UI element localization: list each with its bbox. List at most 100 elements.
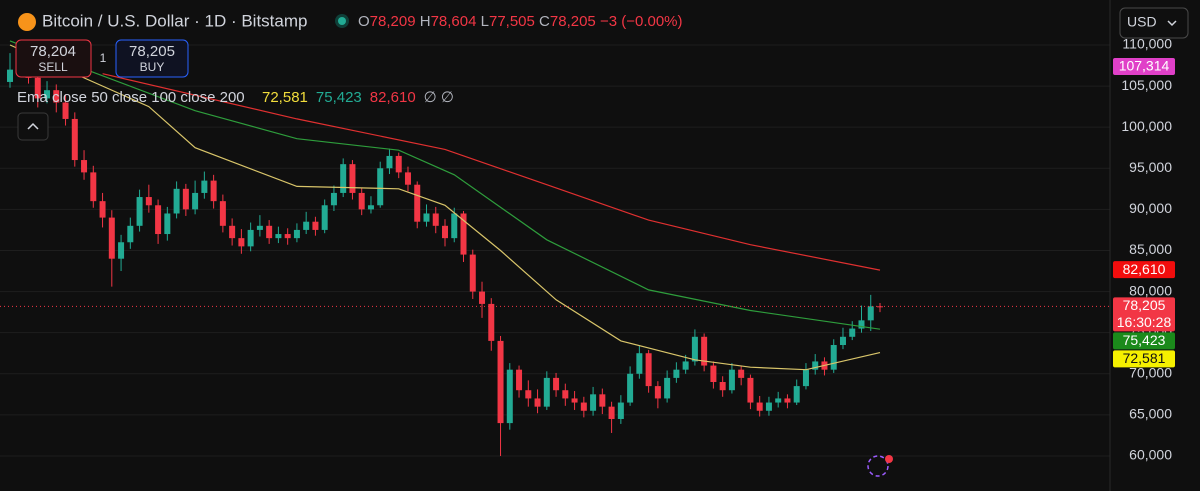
y-tick-label: 105,000 [1121, 77, 1172, 93]
ohlc-value: 78,209 [370, 13, 416, 30]
price-label: 82,610 [1123, 261, 1166, 277]
buy-label[interactable]: BUY [140, 60, 165, 74]
quantity: 1 [100, 51, 107, 65]
candle-body [562, 390, 569, 399]
candle-body [802, 369, 809, 387]
candle-body [506, 369, 513, 424]
candle-body [44, 90, 51, 99]
candle-body [201, 180, 208, 193]
y-tick-label: 110,000 [1122, 36, 1172, 52]
ohlc-value: 77,505 [489, 13, 535, 30]
ema-values: 72,581 75,423 82,610 ∅ ∅ [262, 89, 454, 106]
candle-body [682, 361, 689, 370]
candle-body [525, 390, 532, 399]
candle-body [247, 229, 254, 247]
candle-body [571, 398, 578, 403]
price-label-box [1113, 58, 1175, 76]
price-label: 107,314 [1119, 58, 1170, 74]
candle-body [442, 225, 448, 239]
candle-body [173, 188, 180, 214]
candle-body [580, 402, 587, 411]
candle-body [867, 306, 874, 321]
candle-body [118, 242, 125, 259]
candle-body [460, 213, 467, 255]
candle-body [543, 377, 550, 407]
candle-body [654, 386, 661, 399]
candle-body [210, 180, 217, 202]
sell-price[interactable]: 78,204 [30, 43, 76, 60]
sell-button[interactable] [15, 39, 92, 78]
y-tick-label: 80,000 [1129, 282, 1172, 298]
sell-label[interactable]: SELL [38, 60, 68, 74]
candle-body [849, 328, 856, 337]
candle-body [738, 369, 745, 378]
candle-body [710, 365, 717, 382]
candle-body [330, 192, 337, 206]
candle-body [182, 188, 189, 210]
candle-body [469, 254, 476, 292]
candle-body [599, 394, 606, 407]
currency[interactable]: USD [1127, 14, 1157, 30]
y-tick-label: 85,000 [1129, 241, 1172, 257]
candle-body [229, 225, 236, 239]
candle-body [451, 213, 458, 239]
candle-body [99, 201, 106, 218]
candle-body [553, 377, 560, 391]
ema-value: 82,610 [370, 89, 416, 106]
ema-value: 72,581 [262, 89, 308, 106]
coin-icon [18, 13, 36, 31]
ema-line [9, 44, 881, 371]
y-tick-label: 90,000 [1129, 200, 1172, 216]
candle-body [812, 361, 819, 370]
candle-body [830, 345, 837, 370]
candle-body [608, 406, 615, 419]
ema-legend: Ema close 50 close 100 close 200 [17, 89, 245, 106]
status-dot [338, 17, 346, 25]
buy-button[interactable] [115, 39, 189, 78]
candle-body [340, 164, 347, 193]
y-tick-label: 100,000 [1121, 118, 1172, 134]
candle-body [775, 398, 782, 403]
plot [0, 40, 1110, 456]
ema-line [102, 73, 881, 271]
candle-body [673, 369, 680, 378]
candle-body [155, 205, 162, 235]
candle-body [145, 197, 152, 206]
candle-body [34, 77, 41, 99]
ohlc-key: H [420, 13, 431, 30]
y-tick-label: 65,000 [1129, 406, 1172, 422]
candle-body [164, 213, 171, 235]
symbol-title: Bitcoin / U.S. Dollar · 1D · Bitstamp [42, 11, 307, 30]
candle-body [275, 234, 282, 239]
change: −3 (−0.00%) [600, 13, 683, 30]
candle-body [238, 238, 245, 247]
collapse-icon [27, 122, 39, 130]
candle-body [728, 369, 735, 391]
price-label-box [1113, 261, 1175, 279]
assistant-icon[interactable] [867, 455, 889, 477]
candle-body [423, 213, 430, 222]
chevron [1167, 20, 1177, 27]
candle-body [256, 225, 263, 230]
buy-price[interactable]: 78,205 [129, 43, 175, 60]
price-label: 75,423 [1123, 332, 1166, 348]
candle-body [312, 221, 319, 230]
candle-body [414, 184, 421, 222]
candle-body [321, 205, 328, 230]
collapse-button[interactable] [17, 112, 49, 141]
candle-body [479, 291, 486, 304]
currency-select[interactable]: USD [1119, 7, 1189, 39]
candle-body [90, 172, 97, 202]
y-tick-label: 60,000 [1129, 447, 1172, 463]
candle-body [303, 221, 310, 230]
currency-box[interactable] [1119, 7, 1189, 39]
ohlc-key: L [481, 13, 489, 30]
y-tick-label: 95,000 [1129, 159, 1172, 175]
notification-dot [885, 455, 893, 463]
candle-body [747, 377, 754, 403]
candle-body [108, 217, 115, 259]
candle-body [627, 373, 634, 403]
candle-body [617, 402, 624, 419]
candle-body [377, 168, 384, 206]
candle-body [664, 377, 671, 399]
